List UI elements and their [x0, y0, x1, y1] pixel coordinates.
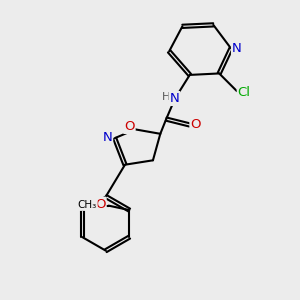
Text: N: N: [102, 131, 112, 144]
Text: O: O: [190, 118, 201, 131]
Text: N: N: [169, 92, 179, 105]
Text: O: O: [124, 120, 135, 133]
Text: N: N: [232, 42, 242, 55]
Text: O: O: [95, 198, 106, 211]
Text: Cl: Cl: [238, 86, 251, 99]
Text: CH₃: CH₃: [78, 200, 97, 210]
Text: H: H: [161, 92, 170, 102]
